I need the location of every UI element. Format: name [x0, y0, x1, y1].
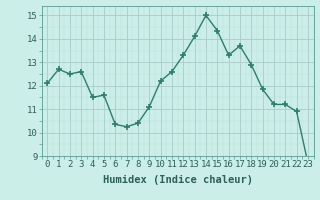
X-axis label: Humidex (Indice chaleur): Humidex (Indice chaleur)	[103, 175, 252, 185]
